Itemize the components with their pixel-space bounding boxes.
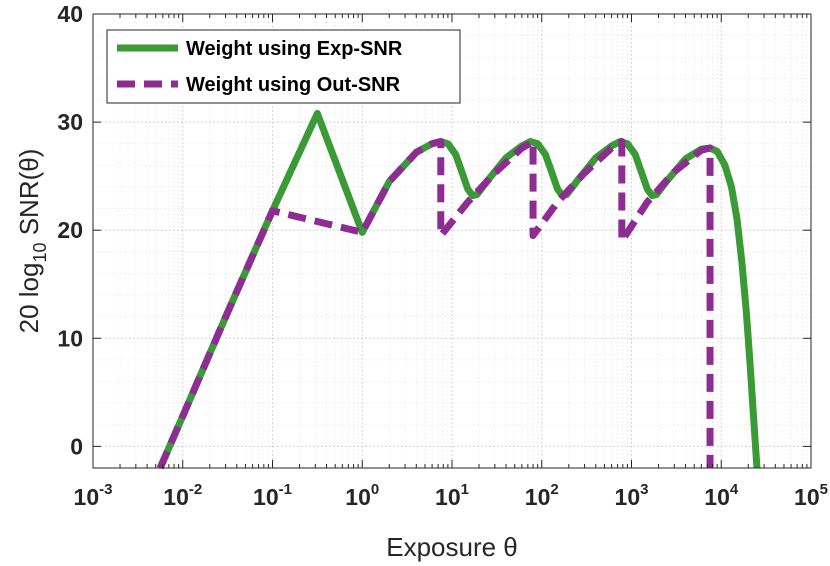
x-tick-labels: 10-3 10-2 10-1 100 101 102 103 104 105 xyxy=(74,481,828,510)
legend-label-out-snr: Weight using Out-SNR xyxy=(186,74,401,96)
x-tick-exponent: -2 xyxy=(189,481,202,498)
x-tick-base: 10 xyxy=(435,484,461,510)
y-axis-title-subscript: 10 xyxy=(30,243,50,263)
x-tick-label: 103 xyxy=(615,481,649,510)
x-tick-label: 105 xyxy=(794,481,828,510)
x-tick-label: 104 xyxy=(704,481,739,510)
x-tick-base: 10 xyxy=(525,484,551,510)
x-tick-exponent: -3 xyxy=(99,481,112,498)
y-tick-label: 0 xyxy=(70,433,83,459)
x-tick-base: 10 xyxy=(163,484,189,510)
x-tick-base: 10 xyxy=(794,484,820,510)
x-tick-label: 10-1 xyxy=(253,481,292,510)
tick-marks xyxy=(92,13,812,468)
x-tick-label: 10-2 xyxy=(163,481,202,510)
x-tick-exponent: -1 xyxy=(279,481,292,498)
legend-box xyxy=(106,29,461,104)
x-tick-exponent: 1 xyxy=(461,481,469,498)
x-tick-exponent: 5 xyxy=(820,481,828,498)
series-out-snr-line xyxy=(156,138,714,470)
y-tick-label: 20 xyxy=(57,217,83,243)
y-axis-title-group: 20 log10 SNR(θ) xyxy=(14,149,50,334)
x-tick-base: 10 xyxy=(74,484,100,510)
x-tick-base: 10 xyxy=(704,484,730,510)
y-tick-label: 40 xyxy=(57,1,83,27)
series-layer xyxy=(156,109,761,470)
x-tick-base: 10 xyxy=(345,484,371,510)
legend-label-exp-snr: Weight using Exp-SNR xyxy=(186,38,403,60)
x-tick-label: 100 xyxy=(345,481,379,510)
y-tick-label: 30 xyxy=(57,109,83,135)
legend: Weight using Exp-SNR Weight using Out-SN… xyxy=(106,29,461,104)
x-tick-exponent: 0 xyxy=(371,481,379,498)
y-axis-title-suffix: SNR(θ) xyxy=(14,149,44,243)
x-tick-exponent: 3 xyxy=(640,481,648,498)
y-tick-label: 10 xyxy=(57,325,83,351)
x-tick-exponent: 4 xyxy=(730,481,739,498)
x-axis-title: Exposure θ xyxy=(386,532,518,562)
x-tick-base: 10 xyxy=(615,484,641,510)
y-axis-title-prefix: 20 log xyxy=(14,263,44,334)
x-tick-label: 10-3 xyxy=(74,481,113,510)
x-tick-label: 102 xyxy=(525,481,559,510)
y-axis-title: 20 log10 SNR(θ) xyxy=(14,149,50,334)
x-tick-label: 101 xyxy=(435,481,469,510)
x-tick-exponent: 2 xyxy=(550,481,558,498)
y-tick-labels: 0 10 20 30 40 xyxy=(57,1,83,459)
x-tick-base: 10 xyxy=(253,484,279,510)
